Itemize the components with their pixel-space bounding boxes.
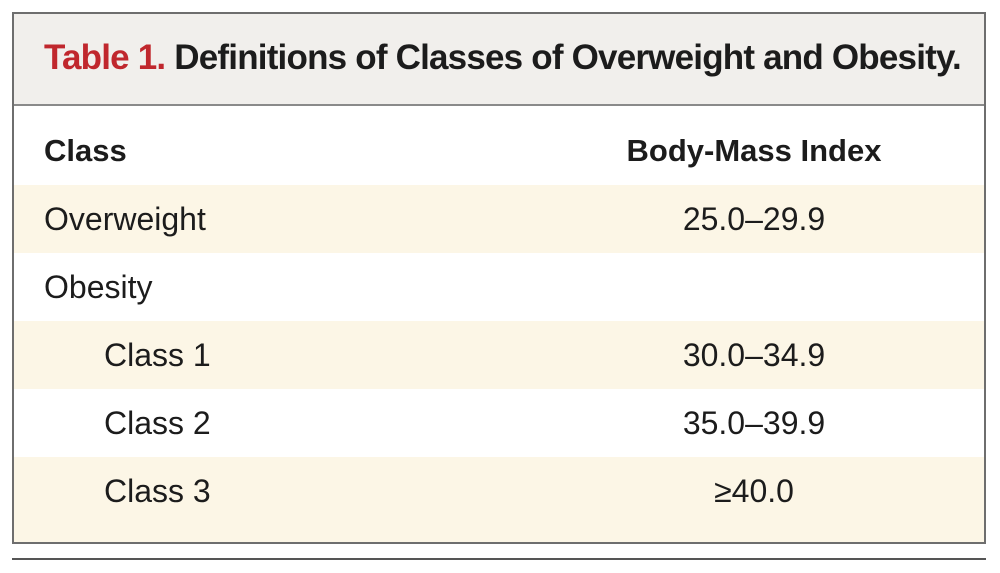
row-bmi-value — [594, 253, 914, 321]
table-row-class-1: Class 1 30.0–34.9 — [14, 321, 984, 389]
row-class-label: Class 1 — [104, 337, 211, 373]
row-class-label: Class 3 — [104, 473, 211, 509]
table-number: Table 1. — [44, 38, 166, 77]
table-title-bar: Table 1. Definitions of Classes of Overw… — [14, 14, 984, 106]
table-title-text: Definitions of Classes of Overweight and… — [174, 38, 962, 77]
row-bmi-value: 30.0–34.9 — [682, 337, 826, 373]
table-header-row: Class Body-Mass Index — [14, 117, 984, 185]
row-class-label: Class 2 — [104, 405, 211, 441]
column-header-class: Class — [44, 133, 127, 168]
table-row-overweight: Overweight 25.0–29.9 — [14, 185, 984, 253]
row-bmi-value: ≥40.0 — [714, 473, 794, 509]
bottom-divider — [12, 558, 986, 560]
table-row-class-3: Class 3 ≥40.0 — [14, 457, 984, 542]
table-row-class-2: Class 2 35.0–39.9 — [14, 389, 984, 457]
table-title: Table 1. Definitions of Classes of Overw… — [44, 38, 962, 78]
column-header-bmi: Body-Mass Index — [626, 133, 882, 168]
row-bmi-value: 35.0–39.9 — [682, 405, 826, 441]
table-row-obesity: Obesity — [14, 253, 984, 321]
row-bmi-value: 25.0–29.9 — [682, 201, 826, 237]
bmi-classes-table: Table 1. Definitions of Classes of Overw… — [12, 12, 986, 544]
row-class-label: Overweight — [44, 201, 206, 237]
row-class-label: Obesity — [44, 269, 153, 305]
